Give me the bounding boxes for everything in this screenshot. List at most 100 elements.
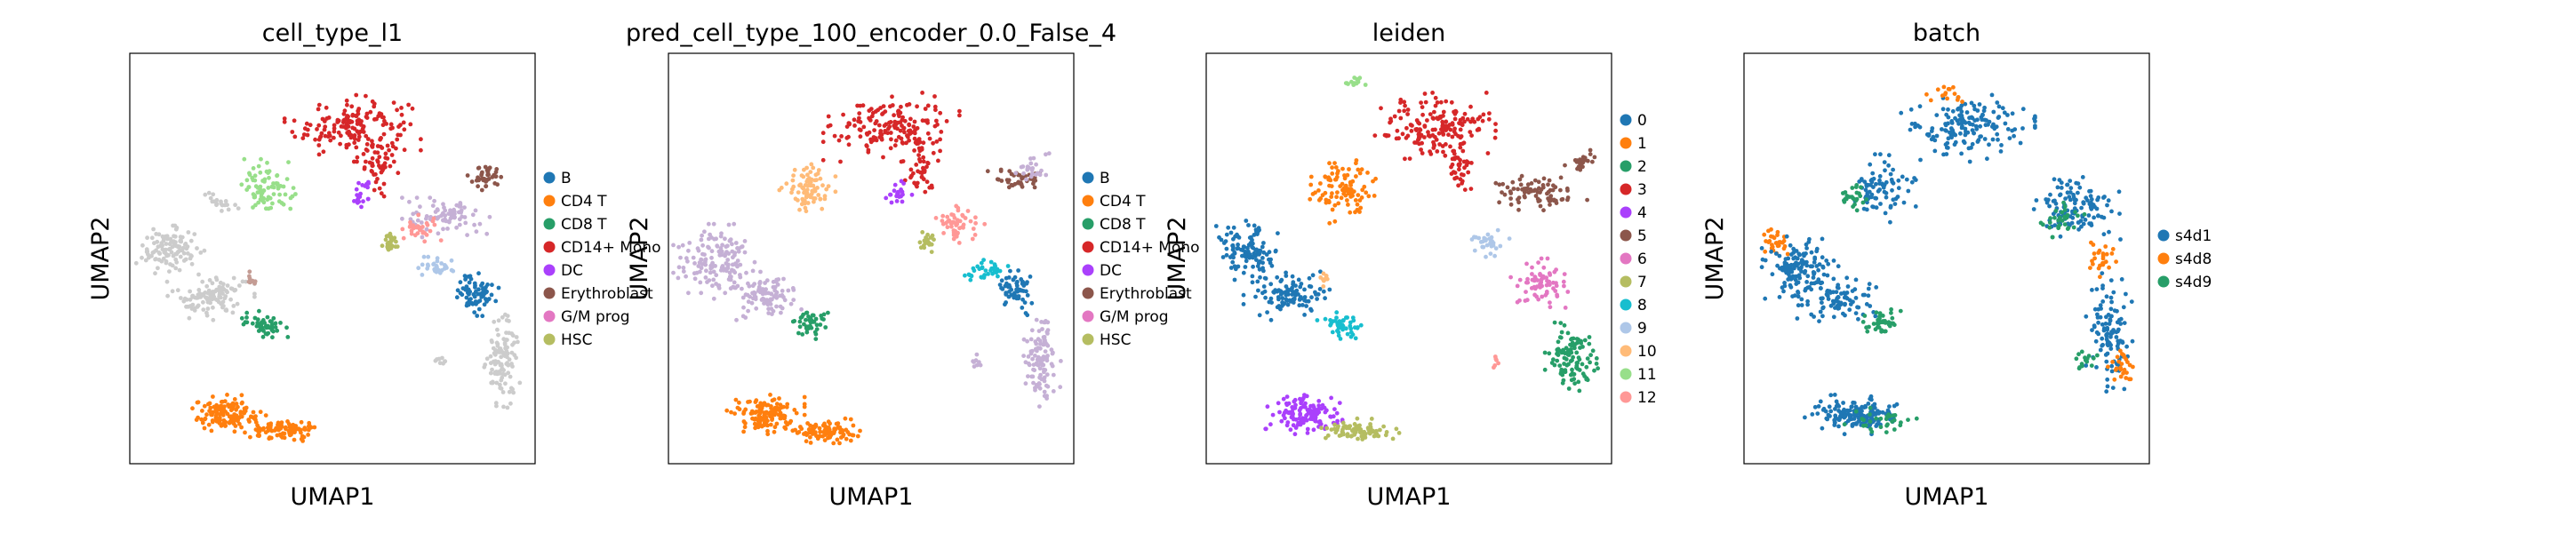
- scatter-point: [1438, 99, 1444, 105]
- scatter-point: [1425, 118, 1429, 123]
- scatter-point: [288, 206, 293, 211]
- scatter-point: [219, 423, 224, 428]
- scatter-point: [260, 320, 266, 325]
- scatter-point: [1311, 413, 1316, 418]
- scatter-point: [1020, 306, 1025, 310]
- scatter-point: [425, 266, 430, 271]
- scatter-point: [1515, 299, 1520, 305]
- scatter-point: [2098, 303, 2103, 308]
- scatter-point: [1263, 295, 1268, 300]
- scatter-point: [1493, 356, 1499, 362]
- scatter-point: [1978, 134, 1983, 139]
- legend-marker: [543, 310, 556, 322]
- scatter-point: [355, 118, 360, 123]
- scatter-point: [344, 125, 348, 131]
- scatter-point: [684, 256, 689, 261]
- scatter-point: [440, 211, 445, 216]
- scatter-point: [1847, 307, 1852, 313]
- scatter-point: [1241, 270, 1246, 275]
- scatter-point: [1335, 418, 1340, 424]
- scatter-point: [306, 433, 310, 437]
- legend-item: CD14+ Mono: [1082, 239, 1199, 257]
- scatter-point: [1284, 274, 1289, 278]
- scatter-point: [821, 312, 827, 317]
- scatter-point: [1041, 362, 1046, 368]
- scatter-point: [1359, 195, 1364, 200]
- scatter-point: [207, 278, 212, 282]
- scatter-point: [424, 227, 429, 232]
- scatter-point: [1327, 220, 1332, 226]
- scatter-point: [256, 200, 261, 205]
- scatter-point: [1045, 343, 1051, 348]
- scatter-point: [1260, 260, 1265, 266]
- scatter-point: [1874, 181, 1878, 187]
- scatter-point: [1854, 190, 1860, 195]
- scatter-point: [2072, 197, 2077, 203]
- scatter-point: [1530, 265, 1534, 270]
- scatter-point: [1557, 363, 1563, 368]
- scatter-point: [1332, 407, 1337, 411]
- scatter-point: [713, 264, 717, 268]
- scatter-point: [214, 202, 220, 207]
- scatter-point: [268, 319, 273, 324]
- scatter-point: [433, 266, 437, 271]
- scatter-point: [252, 173, 258, 179]
- scatter-point: [140, 243, 145, 248]
- scatter-point: [728, 237, 733, 242]
- scatter-point: [1792, 266, 1796, 271]
- scatter-point: [1030, 356, 1035, 362]
- scatter-point: [437, 361, 443, 366]
- scatter-point: [818, 322, 823, 327]
- scatter-point: [411, 211, 416, 217]
- scatter-point: [818, 429, 822, 434]
- scatter-point: [1865, 191, 1870, 195]
- scatter-point: [1019, 164, 1024, 170]
- scatter-point: [181, 298, 187, 304]
- scatter-point: [292, 430, 297, 434]
- scatter-point: [1230, 259, 1236, 265]
- scatter-point: [170, 289, 175, 294]
- scatter-point: [465, 233, 469, 237]
- scatter-point: [741, 429, 746, 434]
- scatter-point: [912, 131, 917, 136]
- scatter-point: [1045, 331, 1050, 336]
- scatter-point: [812, 199, 816, 204]
- scatter-point: [2118, 348, 2123, 354]
- scatter-point: [923, 118, 928, 123]
- scatter-point: [475, 314, 480, 318]
- scatter-point: [1267, 299, 1272, 305]
- scatter-point: [2121, 305, 2126, 310]
- scatter-point: [923, 107, 928, 111]
- scatter-point: [165, 293, 171, 298]
- scatter-point: [354, 187, 359, 192]
- scatter-point: [706, 244, 710, 250]
- scatter-point: [476, 165, 481, 171]
- scatter-point: [2092, 215, 2097, 220]
- scatter-point: [938, 148, 942, 154]
- scatter-point: [489, 292, 494, 298]
- legend-label: CD8 T: [1100, 216, 1146, 234]
- scatter-point: [1033, 346, 1038, 352]
- scatter-point: [774, 304, 779, 309]
- scatter-point: [499, 378, 504, 383]
- scatter-point: [1594, 362, 1599, 366]
- scatter-point: [167, 269, 172, 274]
- scatter-point: [846, 142, 852, 147]
- scatter-point: [699, 257, 703, 262]
- scatter-point: [410, 106, 415, 111]
- scatter-point: [907, 122, 911, 127]
- scatter-point: [508, 386, 514, 391]
- scatter-point: [275, 328, 280, 333]
- scatter-point: [464, 284, 469, 289]
- scatter-point: [508, 401, 513, 406]
- scatter-point: [253, 420, 259, 425]
- scatter-point: [177, 248, 182, 253]
- scatter-point: [1562, 322, 1567, 328]
- scatter-point: [750, 268, 756, 274]
- scatter-point: [1452, 126, 1457, 131]
- scatter-point: [424, 220, 429, 226]
- scatter-point: [2034, 198, 2039, 203]
- legend-label: s4d9: [2175, 274, 2212, 291]
- scatter-point: [2084, 314, 2089, 319]
